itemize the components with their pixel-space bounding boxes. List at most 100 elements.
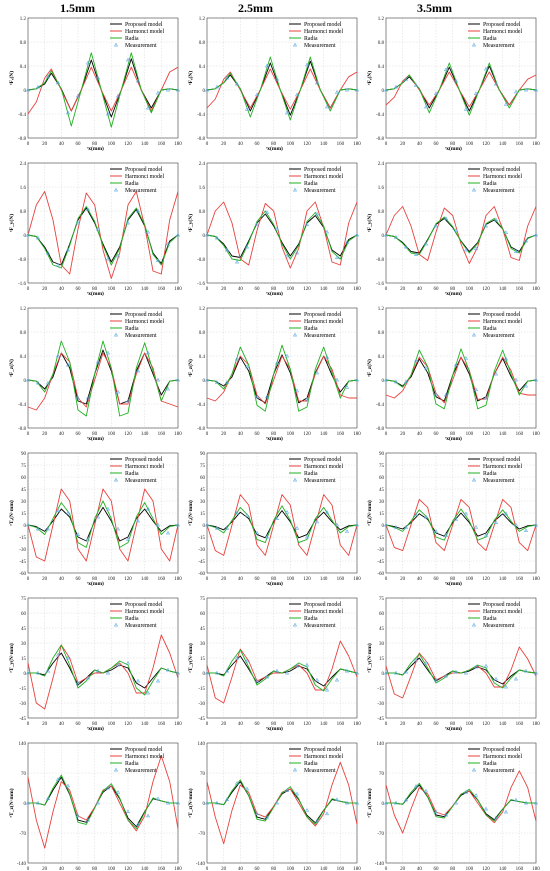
panel-3-2: 0 20 40 60 80 100 120 140 160 180 -60 -45 -30 -15 0 15 3… bbox=[366, 452, 540, 587]
x-tick-label: 160 bbox=[516, 142, 524, 147]
panel-2-0: 0 20 40 60 80 100 120 140 160 180 -0.8 -0.4 0 0.4 0.8 1… bbox=[8, 307, 182, 442]
measurement-point bbox=[55, 777, 61, 781]
x-tick-label: 20 bbox=[400, 142, 406, 147]
y-tick-label: -45 bbox=[19, 717, 26, 722]
x-tick-label: 80 bbox=[450, 577, 456, 582]
measurement-point bbox=[453, 228, 459, 232]
measurement-point bbox=[433, 223, 439, 228]
measurement-point bbox=[473, 793, 479, 797]
legend-marker bbox=[292, 332, 298, 337]
measurement-point bbox=[45, 796, 51, 801]
measurement-point bbox=[155, 90, 161, 95]
x-tick-label: 140 bbox=[141, 432, 149, 437]
y-tick-label: 2.4 bbox=[378, 162, 385, 167]
y-tick-label: 60 bbox=[379, 612, 385, 617]
y-axis-label: ᵃT_z(N·mm) bbox=[8, 788, 15, 817]
x-tick-label: 40 bbox=[417, 432, 423, 437]
measurement-point bbox=[284, 670, 290, 675]
measurement-point bbox=[523, 383, 529, 388]
measurement-point bbox=[35, 235, 41, 240]
plot-area bbox=[28, 308, 178, 428]
legend-label: Harmonci model bbox=[125, 609, 165, 615]
x-tick-label: 180 bbox=[353, 287, 361, 292]
y-tick-label: -15 bbox=[377, 687, 384, 692]
y-tick-label: -30 bbox=[198, 548, 205, 553]
measurement-point bbox=[294, 250, 300, 255]
y-tick-label: 0 bbox=[24, 672, 27, 677]
measurement-point bbox=[155, 258, 161, 262]
x-tick-label: 180 bbox=[532, 867, 540, 871]
x-tick-label: 0 bbox=[27, 722, 30, 727]
y-tick-label: 70 bbox=[21, 772, 27, 777]
x-tick-label: 80 bbox=[271, 722, 277, 727]
x-tick-label: 100 bbox=[108, 287, 116, 292]
y-tick-label: 15 bbox=[21, 657, 27, 662]
x-tick-label: 80 bbox=[450, 432, 456, 437]
y-tick-label: 1.2 bbox=[199, 307, 206, 312]
measurement-point bbox=[175, 522, 181, 527]
x-tick-label: 120 bbox=[482, 432, 490, 437]
y-axis-label: ᵃTₓ(N·mm) bbox=[366, 500, 373, 526]
y-tick-label: 1.2 bbox=[20, 307, 27, 312]
measurement-point bbox=[314, 818, 320, 823]
y-tick-label: -0.8 bbox=[197, 427, 205, 432]
legend-label: Proposed model bbox=[125, 22, 163, 28]
y-tick-label: -45 bbox=[19, 560, 26, 565]
measurement-point bbox=[513, 522, 519, 527]
y-tick-label: -140 bbox=[375, 862, 385, 867]
measurement-point bbox=[523, 87, 529, 92]
series-line-proposed bbox=[206, 510, 358, 539]
y-tick-label: 0 bbox=[203, 89, 206, 94]
y-tick-label: 90 bbox=[200, 452, 206, 457]
legend-marker bbox=[113, 622, 119, 627]
measurement-point bbox=[383, 232, 389, 237]
measurement-point bbox=[423, 104, 429, 109]
x-tick-label: 0 bbox=[206, 432, 209, 437]
x-tick-label: 0 bbox=[206, 867, 209, 871]
x-tick-label: 140 bbox=[499, 142, 507, 147]
series-line-radia bbox=[386, 653, 537, 689]
x-tick-label: 160 bbox=[516, 432, 524, 437]
measurement-point bbox=[115, 93, 121, 98]
x-tick-label: 0 bbox=[206, 287, 209, 292]
measurement-point bbox=[304, 662, 310, 667]
measurement-point bbox=[25, 800, 31, 805]
measurement-point bbox=[433, 809, 439, 814]
measurement-point bbox=[284, 353, 290, 358]
measurement-point bbox=[463, 511, 469, 516]
x-tick-label: 40 bbox=[59, 142, 65, 147]
measurement-point bbox=[204, 670, 210, 675]
legend-label: Radia bbox=[483, 181, 497, 187]
measurement-point bbox=[165, 667, 171, 672]
legend-label: Measurement bbox=[125, 478, 157, 484]
series-line-radia bbox=[385, 348, 537, 410]
legend-label: Harmonci model bbox=[483, 609, 523, 615]
x-axis-label: ˢx(mm) bbox=[87, 290, 104, 297]
x-tick-label: 120 bbox=[124, 577, 132, 582]
measurement-point bbox=[483, 223, 489, 228]
y-tick-label: 75 bbox=[21, 597, 27, 602]
y-tick-label: -0.8 bbox=[376, 137, 384, 142]
y-tick-label: 75 bbox=[200, 464, 206, 469]
panel-0-0: 0 20 40 60 80 100 120 140 160 180 -0.8 -0.4 0 0.4 0.8 1… bbox=[8, 17, 182, 152]
measurement-point bbox=[324, 104, 330, 109]
measurement-point bbox=[413, 784, 419, 788]
y-tick-label: 70 bbox=[379, 772, 385, 777]
legend-label: Harmonci model bbox=[304, 754, 344, 760]
legend-label: Harmonci model bbox=[125, 464, 165, 470]
y-tick-label: 60 bbox=[200, 612, 206, 617]
measurement-point bbox=[145, 690, 151, 695]
measurement-point bbox=[314, 211, 320, 216]
x-tick-label: 0 bbox=[206, 722, 209, 727]
measurement-point bbox=[324, 687, 330, 692]
measurement-point bbox=[55, 508, 61, 512]
x-tick-label: 100 bbox=[466, 287, 474, 292]
legend-label: Proposed model bbox=[483, 312, 521, 318]
measurement-point bbox=[493, 676, 499, 681]
y-tick-label: -70 bbox=[377, 832, 384, 837]
measurement-point bbox=[35, 670, 41, 675]
x-tick-label: 60 bbox=[434, 142, 440, 147]
x-tick-label: 0 bbox=[385, 287, 388, 292]
measurement-point bbox=[254, 678, 260, 683]
